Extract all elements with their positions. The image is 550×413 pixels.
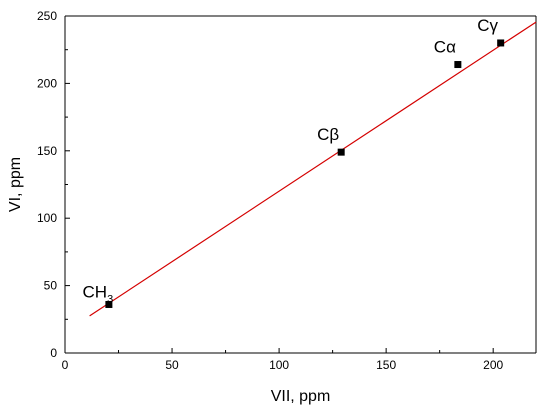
y-tick-label: 0 (50, 346, 57, 360)
y-axis-ticks: 0 50 100 150 200 250 (37, 9, 70, 360)
x-tick-label: 150 (376, 358, 396, 372)
data-point (454, 61, 462, 69)
y-tick-label: 50 (44, 279, 58, 293)
y-tick-label: 250 (37, 9, 57, 23)
data-point (497, 39, 505, 47)
x-tick-label: 200 (483, 358, 503, 372)
plot-frame (64, 15, 537, 354)
data-point (337, 148, 345, 156)
x-axis-title: VII, ppm (271, 388, 331, 405)
point-label: Cβ (317, 125, 339, 144)
y-axis-title: VI, ppm (7, 157, 24, 212)
point-label: Cγ (477, 16, 498, 35)
x-tick-label: 100 (269, 358, 289, 372)
data-points: CH3 Cβ Cα Cγ (83, 16, 505, 308)
data-point (105, 300, 113, 308)
x-axis-ticks: 0 50 100 150 200 (62, 348, 504, 372)
y-tick-label: 200 (37, 76, 57, 90)
y-tick-label: 100 (37, 211, 57, 225)
x-tick-label: 50 (165, 358, 179, 372)
point-label: CH3 (83, 282, 114, 305)
x-tick-label: 0 (62, 358, 69, 372)
fit-line (89, 21, 537, 317)
point-label: Cα (434, 38, 456, 57)
y-tick-label: 150 (37, 144, 57, 158)
